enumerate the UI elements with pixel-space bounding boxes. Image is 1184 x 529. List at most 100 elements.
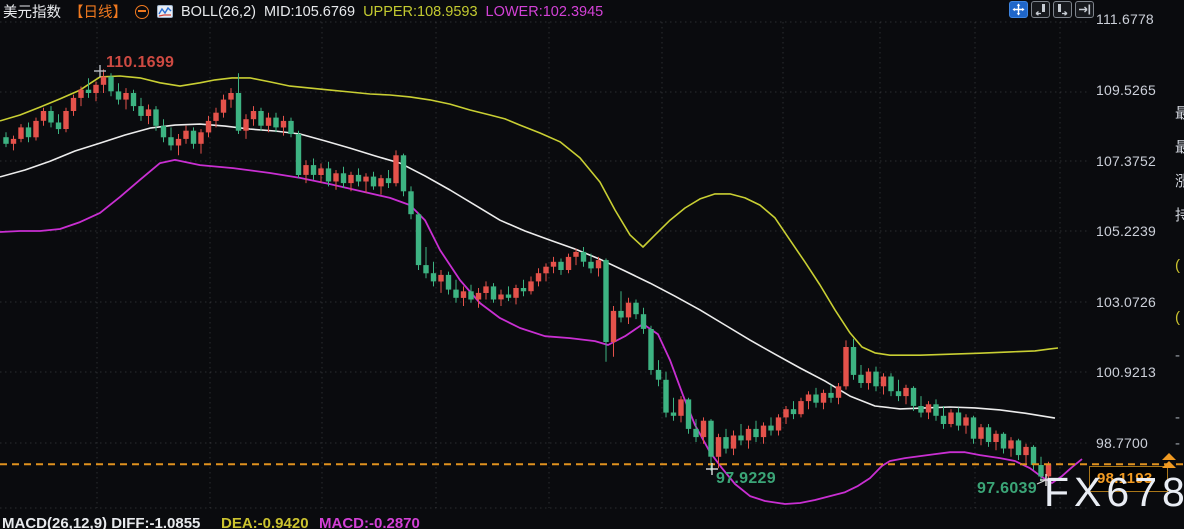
candle-body — [633, 302, 639, 315]
candle-body — [280, 120, 287, 128]
candle-body — [78, 89, 84, 98]
candle-body — [910, 387, 917, 406]
candle-body — [700, 420, 707, 438]
candle-body — [160, 125, 167, 138]
macd-hist-value: MACD:-0.2870 — [319, 515, 420, 529]
candle-body — [130, 93, 137, 107]
candle-body — [655, 369, 662, 380]
candle-body — [573, 251, 579, 257]
candle-body — [775, 417, 782, 431]
candle-body — [618, 310, 624, 318]
clipped-right-text: ( — [1175, 257, 1180, 274]
right-clipped-panel: 最最涨持 ((- - - — [1175, 0, 1184, 529]
candle-body — [48, 111, 54, 123]
boll-mid-value: MID:105.6769 — [263, 3, 356, 20]
candle-body — [108, 76, 114, 92]
candle-body — [820, 392, 827, 403]
candle-body — [93, 84, 99, 93]
jump-to-latest-icon[interactable] — [1075, 1, 1094, 18]
candle-body — [715, 437, 722, 457]
candle-body — [1015, 440, 1022, 456]
candle-body — [490, 286, 497, 300]
candle-body — [153, 109, 159, 126]
candle-body — [730, 435, 737, 449]
candle-body — [528, 281, 534, 292]
candle-body — [40, 111, 47, 121]
candle-body — [483, 286, 489, 293]
pan-tool-icon[interactable] — [1009, 1, 1028, 18]
y-axis-label: 103.0726 — [1096, 294, 1156, 310]
collapse-legend-icon[interactable] — [135, 4, 149, 19]
candle-body — [783, 409, 789, 418]
candle-body — [168, 137, 174, 146]
candle-body — [888, 376, 894, 392]
clipped-right-text: - — [1175, 409, 1180, 426]
candle-body — [1023, 446, 1029, 456]
candle-body — [580, 251, 587, 262]
clipped-right-text: 最 — [1175, 105, 1184, 122]
latest-low-label: 97.6039 — [977, 480, 1037, 497]
candle-body — [595, 260, 602, 269]
candle-body — [400, 155, 407, 192]
candle-body — [948, 412, 954, 424]
candle-body — [760, 425, 767, 438]
candle-body — [63, 111, 69, 129]
candle-body — [340, 173, 347, 184]
candle-body — [475, 292, 482, 300]
macd-diff-value: MACD(26,12,9) DIFF:-1.0855 — [2, 515, 201, 529]
candle-body — [543, 266, 549, 274]
boll-params: BOLL(26,2) — [181, 3, 256, 20]
price-up-arrows-icon — [1162, 453, 1176, 469]
candle-body — [10, 138, 17, 144]
candle-body — [670, 412, 677, 416]
scroll-left-icon[interactable] — [1031, 1, 1050, 18]
clipped-right-text: 持 — [1175, 207, 1184, 224]
candle-body — [498, 294, 504, 300]
candle-body — [813, 394, 819, 403]
candle-body — [1045, 464, 1052, 477]
candle-body — [933, 404, 939, 416]
candle-body — [865, 371, 872, 384]
candle-body — [798, 401, 804, 415]
candle-body — [85, 89, 92, 93]
candle-body — [745, 428, 752, 441]
candle-body — [918, 406, 924, 413]
candle-body — [468, 291, 474, 300]
candle-body — [723, 437, 729, 449]
candle-body — [408, 191, 414, 215]
y-axis-label: 111.6778 — [1096, 11, 1154, 27]
candle-body — [858, 374, 864, 383]
candle-body — [873, 371, 879, 387]
mini-chart-icon[interactable] — [157, 5, 173, 18]
candle-body — [18, 127, 24, 139]
candle-body — [903, 387, 909, 397]
boll-lower-value: LOWER:102.3945 — [485, 3, 604, 20]
candle-body — [325, 168, 332, 182]
boll-upper-value: UPPER:108.9593 — [363, 3, 478, 20]
candle-body — [603, 260, 609, 342]
candle-body — [378, 178, 384, 187]
candle-body — [685, 399, 692, 429]
candle-body — [663, 379, 669, 413]
candle-body — [385, 178, 392, 184]
indicator-legend: 美元指数 【日线】 BOLL(26,2) MID:105.6769 UPPER:… — [3, 2, 604, 22]
candle-body — [70, 97, 77, 111]
candle-body — [183, 130, 189, 139]
boll-upper-band — [0, 75, 1059, 357]
candle-body — [258, 111, 264, 126]
candle-body — [993, 433, 999, 442]
macd-dea-value: DEA:-0.9420 — [221, 515, 309, 529]
candle-body — [33, 120, 39, 138]
candle-body — [843, 347, 849, 387]
candle-body — [895, 391, 902, 397]
candle-body — [438, 274, 444, 282]
candle-body — [228, 93, 234, 100]
clipped-right-text: 最 — [1175, 139, 1184, 156]
period-high-label: 110.1699 — [106, 54, 175, 71]
candle-body — [978, 427, 984, 439]
clipped-right-text: - — [1175, 435, 1180, 452]
candle-body — [460, 291, 467, 298]
scroll-right-icon[interactable] — [1053, 1, 1072, 18]
